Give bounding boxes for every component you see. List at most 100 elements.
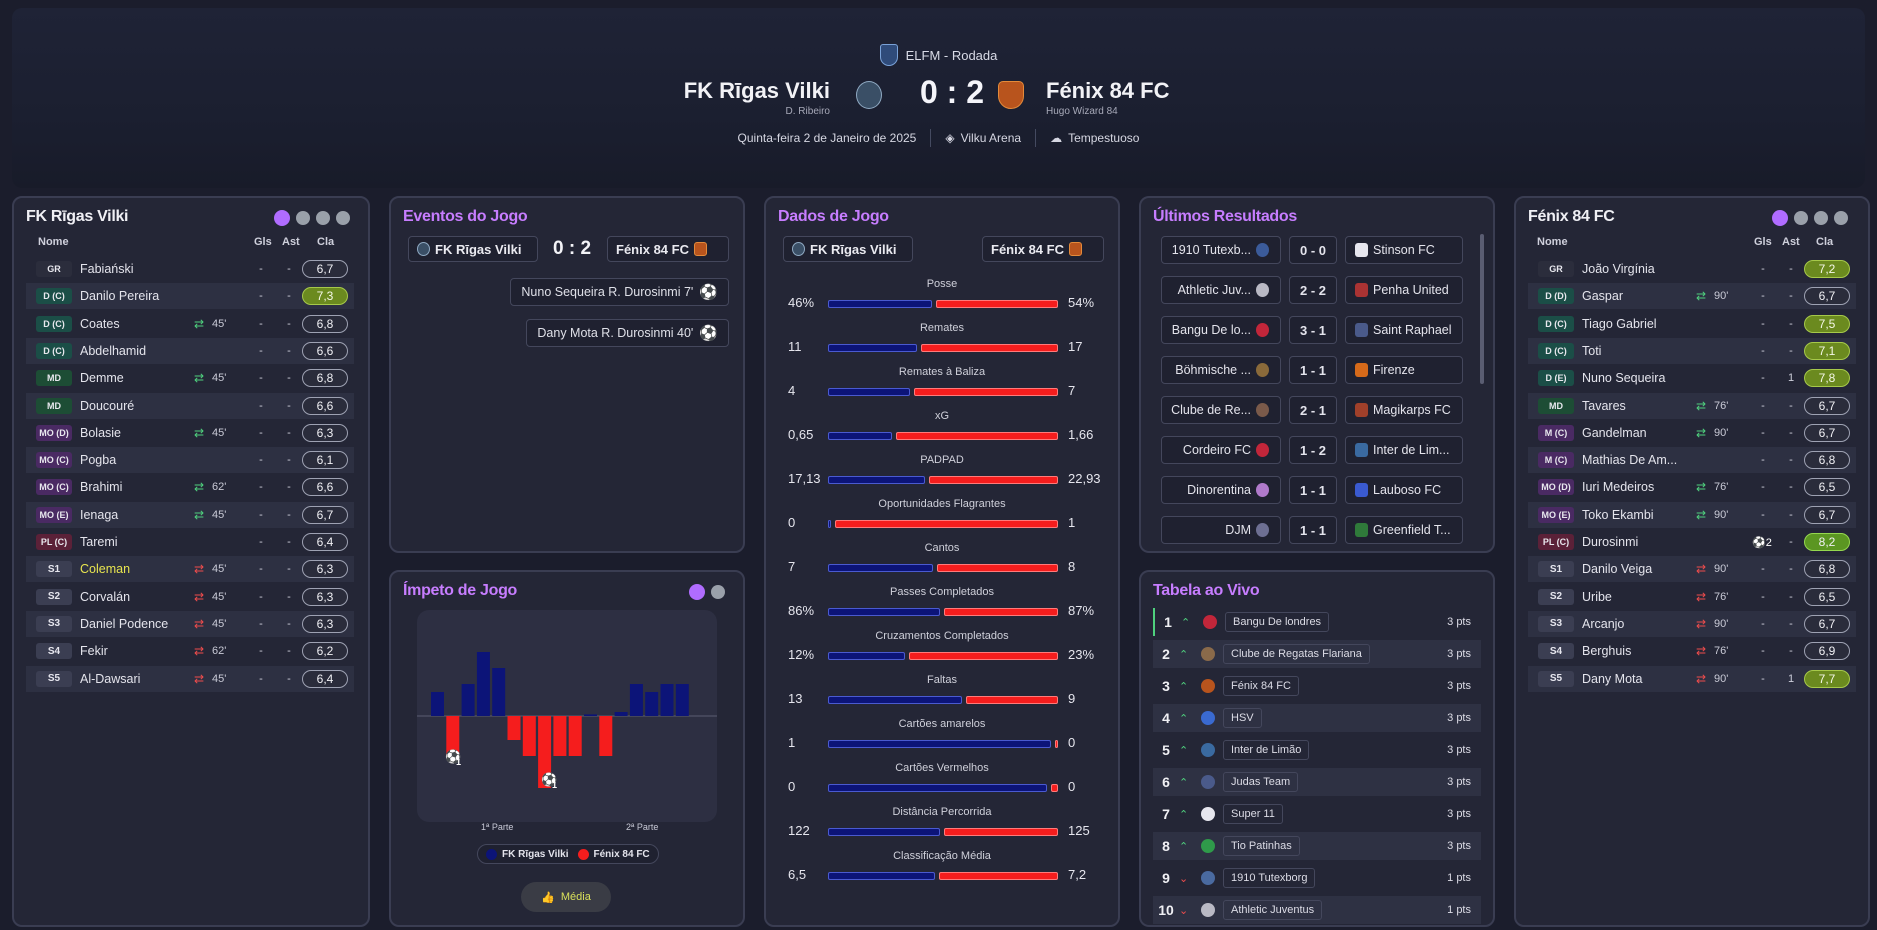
home-team-block[interactable]: FK Rīgas Vilki D. Ribeiro [530, 78, 830, 117]
home-team-name[interactable]: FK Rīgas Vilki [683, 78, 830, 103]
table-row[interactable]: 7 ⌃ Super 11 3 pts [1153, 800, 1481, 828]
player-name[interactable]: Ienaga [80, 507, 119, 522]
view-dot[interactable] [711, 585, 725, 599]
player-name[interactable]: Taremi [80, 535, 118, 549]
view-dot[interactable] [316, 211, 330, 225]
player-name[interactable]: Iuri Medeiros [1582, 480, 1655, 495]
player-name[interactable]: Coates [80, 316, 120, 331]
player-row[interactable]: S5 Al-Dawsari ⇄ 45' - -6,4 [26, 665, 354, 692]
player-name[interactable]: Pogba [80, 453, 117, 468]
player-row[interactable]: S5 Dany Mota ⇄ 90' - 1 7,7 [1528, 665, 1856, 692]
view-dot[interactable] [1772, 210, 1788, 226]
player-name[interactable]: Dany Mota [1582, 671, 1643, 686]
player-row[interactable]: PL (C) Durosinmi ⚽2 -8,2 [1528, 529, 1856, 555]
table-team[interactable]: Inter de Limão [1223, 740, 1310, 760]
result-away-team[interactable]: Greenfield T... [1345, 516, 1463, 544]
stats-home-team[interactable]: FK Rīgas Vilki [783, 236, 913, 262]
player-name[interactable]: Tavares [1582, 398, 1626, 413]
result-away-team[interactable]: Magikarps FC [1345, 396, 1463, 424]
table-row[interactable]: 1 ⌃ Bangu De londres 3 pts [1153, 608, 1481, 636]
table-team[interactable]: Super 11 [1223, 804, 1283, 824]
result-away-team[interactable]: Saint Raphael [1345, 316, 1463, 344]
result-away-team[interactable]: Stinson FC [1345, 236, 1463, 264]
view-dot[interactable] [336, 211, 350, 225]
table-row[interactable]: 6 ⌃ Judas Team 3 pts [1153, 768, 1481, 796]
player-row[interactable]: D (C) Abdelhamid - -6,6 [26, 337, 354, 364]
player-row[interactable]: S4 Berghuis ⇄ 76' - -6,9 [1528, 638, 1856, 664]
player-name[interactable]: João Virgínia [1582, 262, 1655, 276]
average-button[interactable]: 👍 Média [521, 882, 611, 912]
player-row[interactable]: GR João Virgínia - -7,2 [1528, 256, 1856, 282]
player-name[interactable]: Fabiański [80, 262, 134, 276]
player-name[interactable]: Demme [80, 371, 124, 386]
player-row[interactable]: MD Demme ⇄ 45' - -6,8 [26, 365, 354, 391]
player-row[interactable]: MD Tavares ⇄ 76' - -6,7 [1528, 392, 1856, 419]
player-name[interactable]: Arcanjo [1582, 616, 1625, 631]
player-row[interactable]: D (C) Coates ⇄ 45' - -6,8 [26, 311, 354, 337]
table-team[interactable]: 1910 Tutexborg [1223, 868, 1316, 888]
player-name[interactable]: Toko Ekambi [1582, 507, 1654, 522]
player-row[interactable]: S1 Danilo Veiga ⇄ 90' - -6,8 [1528, 556, 1856, 583]
table-team[interactable]: Judas Team [1223, 772, 1299, 792]
player-row[interactable]: M (C) Mathias De Am... - -6,8 [1528, 447, 1856, 474]
view-dot[interactable] [1794, 211, 1808, 225]
events-away-team[interactable]: Fénix 84 FC [607, 236, 729, 262]
table-team[interactable]: HSV [1223, 708, 1262, 728]
player-name[interactable]: Gaspar [1582, 289, 1623, 304]
player-name[interactable]: Al-Dawsari [80, 671, 141, 686]
result-home-team[interactable]: Bangu De lo... [1161, 316, 1281, 344]
table-row[interactable]: 5 ⌃ Inter de Limão 3 pts [1153, 736, 1481, 764]
table-row[interactable]: 4 ⌃ HSV 3 pts [1153, 704, 1481, 732]
view-dot[interactable] [274, 210, 290, 226]
result-home-team[interactable]: Cordeiro FC [1161, 436, 1281, 464]
player-name[interactable]: Gandelman [1582, 425, 1647, 440]
player-row[interactable]: MO (E) Ienaga ⇄ 45' - -6,7 [26, 501, 354, 528]
result-home-team[interactable]: Böhmische ... [1161, 356, 1281, 384]
player-row[interactable]: D (C) Tiago Gabriel - -7,5 [1528, 311, 1856, 337]
table-team[interactable]: Tio Patinhas [1223, 836, 1300, 856]
result-away-team[interactable]: Penha United [1345, 276, 1463, 304]
player-name[interactable]: Brahimi [80, 480, 123, 495]
player-row[interactable]: PL (C) Taremi - -6,4 [26, 529, 354, 555]
player-name[interactable]: Tiago Gabriel [1582, 316, 1657, 331]
player-name[interactable]: Durosinmi [1582, 535, 1639, 549]
player-row[interactable]: S1 Coleman ⇄ 45' - -6,3 [26, 556, 354, 583]
result-away-team[interactable]: Inter de Lim... [1345, 436, 1463, 464]
scrollbar[interactable] [1480, 234, 1484, 384]
table-team[interactable]: Bangu De londres [1225, 612, 1330, 632]
player-name[interactable]: Uribe [1582, 589, 1612, 604]
away-team-name[interactable]: Fénix 84 FC [1046, 78, 1170, 103]
player-name[interactable]: Danilo Veiga [1582, 562, 1653, 577]
player-row[interactable]: MO (D) Bolasie ⇄ 45' - -6,3 [26, 420, 354, 446]
player-name[interactable]: Bolasie [80, 425, 121, 440]
table-team[interactable]: Athletic Juventus [1223, 900, 1323, 920]
table-row[interactable]: 9 ⌄ 1910 Tutexborg 1 pts [1153, 864, 1481, 892]
player-name[interactable]: Mathias De Am... [1582, 453, 1678, 468]
player-row[interactable]: MO (C) Pogba - -6,1 [26, 447, 354, 474]
player-name[interactable]: Fekir [80, 644, 108, 659]
player-row[interactable]: MO (C) Brahimi ⇄ 62' - -6,6 [26, 474, 354, 500]
result-home-team[interactable]: Dinorentina [1161, 476, 1281, 504]
table-team[interactable]: Fénix 84 FC [1223, 676, 1299, 696]
table-team[interactable]: Clube de Regatas Flariana [1223, 644, 1370, 664]
result-home-team[interactable]: Athletic Juv... [1161, 276, 1281, 304]
player-row[interactable]: GR Fabiański - -6,7 [26, 256, 354, 282]
player-row[interactable]: MO (D) Iuri Medeiros ⇄ 76' - -6,5 [1528, 474, 1856, 500]
player-row[interactable]: D (E) Nuno Sequeira - 1 7,8 [1528, 365, 1856, 391]
table-row[interactable]: 2 ⌃ Clube de Regatas Flariana 3 pts [1153, 640, 1481, 668]
view-dot[interactable] [296, 211, 310, 225]
table-row[interactable]: 10 ⌄ Athletic Juventus 1 pts [1153, 896, 1481, 924]
player-name[interactable]: Berghuis [1582, 644, 1632, 659]
event-goal[interactable]: Dany Mota R. Durosinmi 40' ⚽ [526, 319, 729, 347]
player-row[interactable]: S3 Arcanjo ⇄ 90' - -6,7 [1528, 610, 1856, 637]
view-dot[interactable] [689, 584, 705, 600]
player-row[interactable]: S2 Corvalán ⇄ 45' - -6,3 [26, 584, 354, 610]
events-home-team[interactable]: FK Rīgas Vilki [408, 236, 538, 262]
player-name[interactable]: Danilo Pereira [80, 289, 160, 304]
result-away-team[interactable]: Firenze [1345, 356, 1463, 384]
player-name[interactable]: Corvalán [80, 589, 131, 604]
player-row[interactable]: D (D) Gaspar ⇄ 90' - -6,7 [1528, 283, 1856, 310]
player-row[interactable]: MO (E) Toko Ekambi ⇄ 90' - -6,7 [1528, 501, 1856, 528]
stats-away-team[interactable]: Fénix 84 FC [982, 236, 1104, 262]
player-row[interactable]: S3 Daniel Podence ⇄ 45' - -6,3 [26, 610, 354, 637]
